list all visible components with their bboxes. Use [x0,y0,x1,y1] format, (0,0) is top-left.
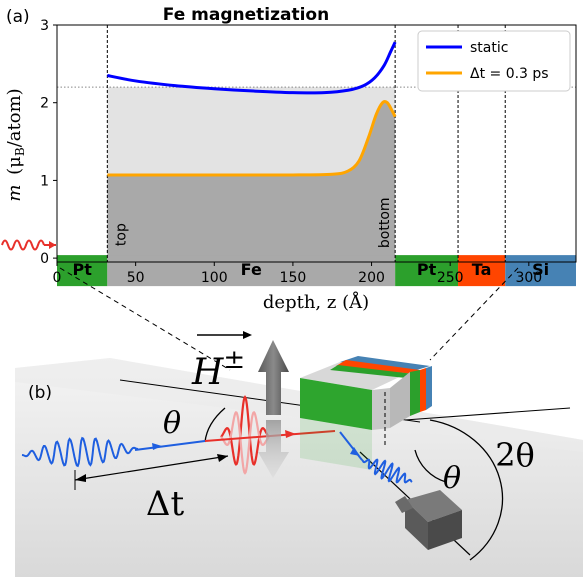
sample-layer-si-top [340,356,430,372]
y-axis-label-unit: /atom) [4,88,25,147]
theta-label-incident: θ [163,406,181,441]
x-axis-label: depth, z (Å) [263,291,369,313]
series-static-line [107,41,397,95]
field-arrow-down [258,420,289,478]
probe-beam-incoming [134,440,206,451]
pump-pulse-reflection [220,411,270,475]
detector-side [428,510,462,550]
y-tick-label-3: 3 [40,18,49,34]
detector-top [405,490,462,522]
probe-beam-arrowhead [152,443,162,450]
x-tick-label-300: 300 [515,270,542,286]
series-delta-t-line [107,99,397,177]
probe-pulse-incoming [21,436,139,468]
layer-bar-pt-2 [395,255,459,287]
x-tick-label-200: 200 [358,270,385,286]
y-axis-label-symbol: m [4,185,25,202]
pump-pulse [220,395,270,466]
panel-b-label: (b) [28,383,52,403]
layer-bar-pt-0 [57,255,108,287]
probe-pulse-outgoing [361,458,413,484]
panel-a-label: (a) [6,7,30,27]
layer-label-si-4: Si [532,260,549,279]
delay-arrow-left [75,474,86,482]
detector-front [405,500,428,550]
pump-beam-arrowhead [285,430,296,438]
delay-arrow-right [217,454,228,462]
sample-side-ta [420,368,426,412]
y-tick-label-0: 0 [40,251,49,267]
chart-title: Fe magnetization [163,5,329,25]
theta-label-reflected: θ [443,461,461,496]
pulse-arrowhead [49,241,56,249]
layer-label-ta-3: Ta [472,260,492,279]
probe-outgoing-arrowhead [350,447,360,456]
layer-bar-si-4 [505,255,576,287]
sample-side-face [390,372,410,428]
fe-region-dynamic-shade [107,101,396,259]
sample-side-pt [410,370,420,416]
panel-a: (a) Fe magnetization Pt Fe Pt Ta Si top bott… [1,5,577,313]
legend-label-delta-t: Δt = 0.3 ps [470,66,549,82]
legend: static Δt = 0.3 ps [417,30,571,92]
top-surface-label: top [113,223,129,246]
x-tick-label-100: 100 [201,270,228,286]
layer-label-fe-1: Fe [241,260,262,279]
field-vector-arrowhead [243,331,252,339]
layer-bar-fe-1 [107,255,396,287]
y-tick-label-1: 1 [40,173,49,189]
two-theta-label: 2θ [495,436,535,474]
theta-arc-reflected [414,449,447,483]
x-tick-label-50: 50 [127,270,145,286]
sample-reflection [300,418,372,470]
field-label-superscript: ± [223,345,245,375]
layer-label-pt-0: Pt [72,260,92,279]
y-tick-label-2: 2 [40,96,49,112]
sample-front-pt-face [300,378,372,430]
y-axis-label: m (μB/atom) [4,88,27,201]
interface-lines [106,25,506,262]
theta-arc-incident [204,407,226,443]
y-axis-label-subscript: B [13,147,27,156]
delay-bracket-line [74,455,229,481]
field-label: H± [191,345,245,393]
sample-layer-pt-top [330,365,414,378]
zoom-line-right [429,267,519,361]
x-axis-ticks: 0 50 100 150 200 250 300 [53,262,542,286]
field-label-symbol: H [191,352,224,393]
layer-bar-ta-3 [458,255,506,287]
outgoing-reference-line [404,407,571,421]
bottom-surface-label: bottom [377,197,393,248]
sample-fe-face [372,388,390,430]
sample-layer-ta-top [336,360,420,374]
axes-frame [56,24,577,263]
legend-label-static: static [470,40,508,56]
two-theta-arc [429,419,504,561]
detector [395,490,462,550]
sample-block [300,356,432,470]
incoming-pulse-a [1,239,45,251]
detector-lens [395,496,413,513]
y-axis-label-open: (μ [4,156,25,175]
delay-label: Δt [146,484,185,524]
layer-label-pt-2: Pt [417,260,437,279]
panel-b: (b) [15,331,583,577]
layer-stack: Pt Fe Pt Ta Si [57,255,576,287]
sample-side-si [426,366,432,410]
x-tick-label-0: 0 [53,270,62,286]
x-tick-label-250: 250 [437,270,464,286]
field-arrow-up [258,340,289,415]
y-axis-ticks: 0 1 2 3 [40,18,57,267]
zoom-line-left [59,267,231,371]
x-tick-label-150: 150 [280,270,307,286]
